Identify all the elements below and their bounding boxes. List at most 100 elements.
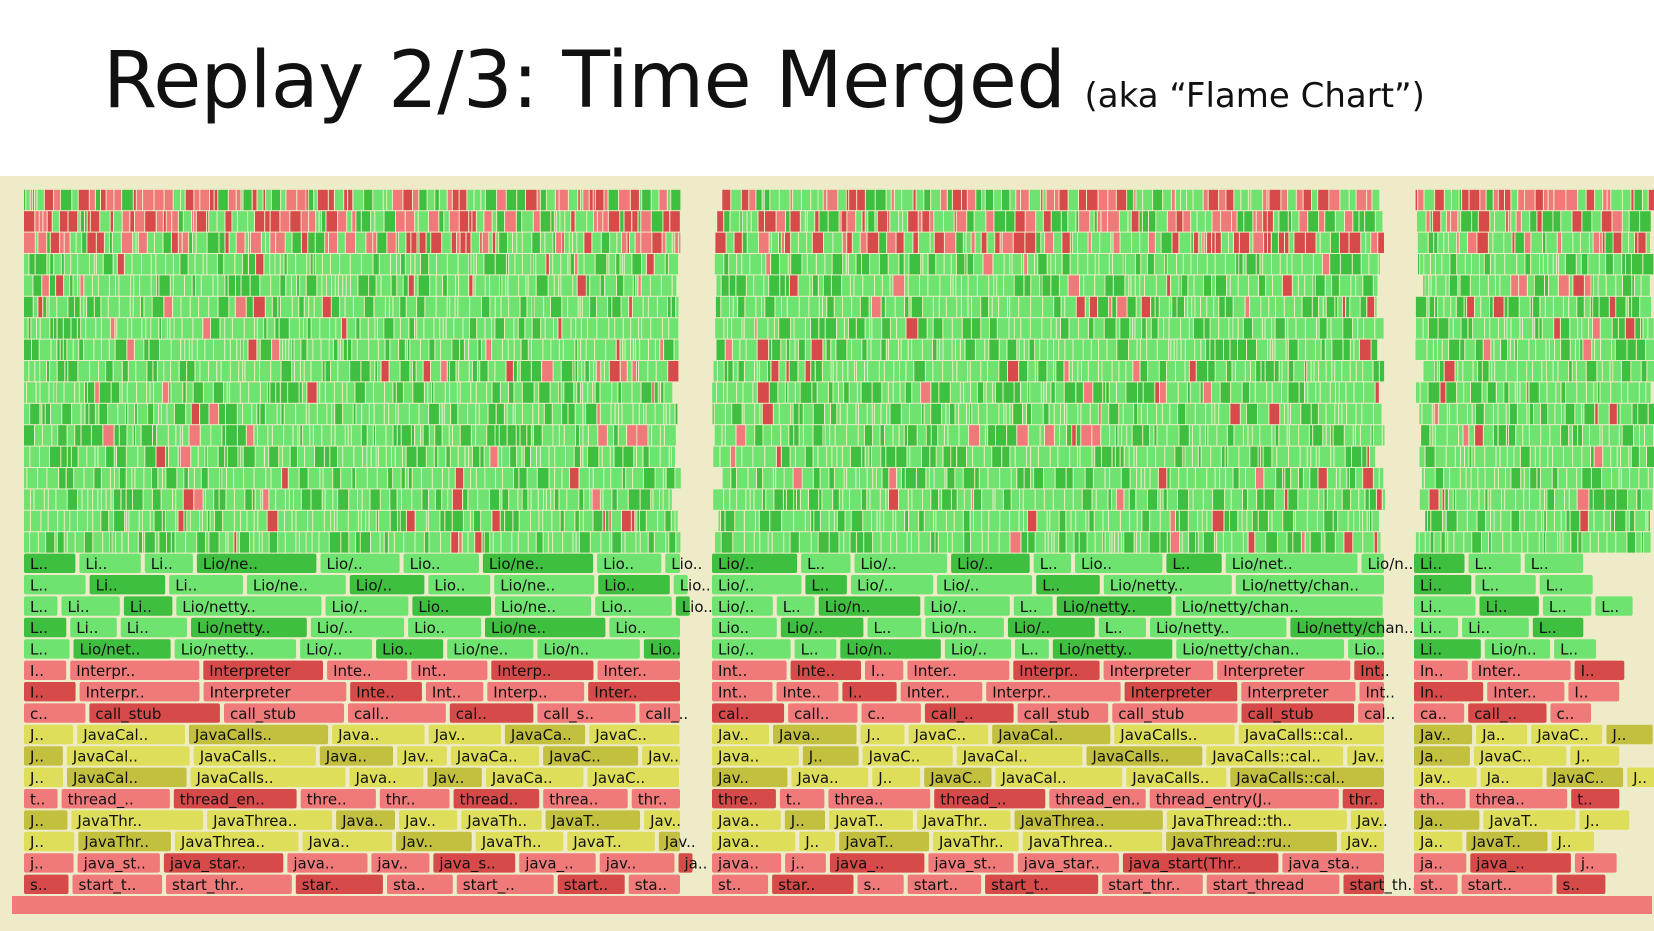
stack-frame[interactable] <box>1511 532 1522 553</box>
stack-frame[interactable] <box>280 275 286 296</box>
stack-frame[interactable] <box>1256 361 1261 382</box>
stack-frame[interactable] <box>1284 489 1288 510</box>
stack-frame[interactable] <box>1066 468 1073 489</box>
stack-frame[interactable] <box>890 211 899 232</box>
stack-frame[interactable] <box>442 425 449 446</box>
stack-frame[interactable] <box>827 446 832 467</box>
stack-frame[interactable] <box>1316 446 1319 467</box>
stack-frame[interactable] <box>73 339 79 360</box>
stack-frame[interactable] <box>860 232 867 253</box>
stack-frame[interactable] <box>923 254 928 275</box>
stack-frame[interactable] <box>1183 254 1191 275</box>
stack-frame[interactable] <box>428 575 491 595</box>
stack-frame[interactable] <box>531 446 536 467</box>
stack-frame[interactable] <box>1309 425 1313 446</box>
stack-frame[interactable] <box>474 254 476 275</box>
stack-frame[interactable] <box>496 468 503 489</box>
stack-frame[interactable] <box>94 254 96 275</box>
stack-frame[interactable] <box>748 468 757 489</box>
stack-frame[interactable] <box>1456 296 1464 318</box>
stack-frame[interactable] <box>163 853 284 873</box>
stack-frame[interactable] <box>1326 425 1331 446</box>
stack-frame[interactable] <box>264 254 270 275</box>
stack-frame[interactable] <box>289 489 293 510</box>
stack-frame[interactable] <box>1042 275 1051 296</box>
stack-frame[interactable] <box>389 361 400 382</box>
stack-frame[interactable] <box>1200 425 1206 446</box>
stack-frame[interactable] <box>846 254 848 275</box>
stack-frame[interactable] <box>1112 532 1115 553</box>
stack-frame[interactable] <box>55 532 57 553</box>
stack-frame[interactable] <box>632 382 641 403</box>
stack-frame[interactable] <box>330 318 336 339</box>
stack-frame[interactable] <box>636 275 638 296</box>
stack-frame[interactable] <box>320 318 330 339</box>
stack-frame[interactable] <box>1103 575 1232 595</box>
stack-frame[interactable] <box>1065 339 1073 360</box>
stack-frame[interactable] <box>909 254 921 275</box>
stack-frame[interactable] <box>517 232 522 253</box>
stack-frame[interactable] <box>1049 789 1146 809</box>
stack-frame[interactable] <box>174 639 297 659</box>
stack-frame[interactable] <box>1124 489 1129 510</box>
stack-frame[interactable] <box>352 211 356 232</box>
stack-frame[interactable] <box>394 532 404 553</box>
stack-frame[interactable] <box>1485 446 1496 467</box>
stack-frame[interactable] <box>662 318 669 339</box>
stack-frame[interactable] <box>638 275 641 296</box>
stack-frame[interactable] <box>118 403 125 425</box>
stack-frame[interactable] <box>373 425 375 446</box>
stack-frame[interactable] <box>32 189 34 211</box>
stack-frame[interactable] <box>818 275 823 296</box>
stack-frame[interactable] <box>472 211 476 232</box>
stack-frame[interactable] <box>1180 532 1182 553</box>
stack-frame[interactable] <box>650 275 661 296</box>
stack-frame[interactable] <box>40 446 49 467</box>
stack-frame[interactable] <box>813 468 820 489</box>
stack-frame[interactable] <box>338 446 343 467</box>
stack-frame[interactable] <box>100 211 110 232</box>
stack-frame[interactable] <box>1591 275 1593 296</box>
stack-frame[interactable] <box>476 425 487 446</box>
stack-frame[interactable] <box>1592 211 1601 232</box>
stack-frame[interactable] <box>1586 382 1594 403</box>
stack-frame[interactable] <box>655 468 663 489</box>
stack-frame[interactable] <box>1569 489 1577 510</box>
stack-frame[interactable] <box>1158 489 1160 510</box>
stack-frame[interactable] <box>576 425 579 446</box>
stack-frame[interactable] <box>1167 468 1170 489</box>
stack-frame[interactable] <box>438 446 446 467</box>
stack-frame[interactable] <box>563 532 573 553</box>
stack-frame[interactable] <box>319 532 329 553</box>
stack-frame[interactable] <box>1150 510 1160 532</box>
stack-frame[interactable] <box>1263 189 1267 211</box>
stack-frame[interactable] <box>403 189 412 211</box>
stack-frame[interactable] <box>1047 361 1054 382</box>
stack-frame[interactable] <box>1007 339 1017 360</box>
stack-frame[interactable] <box>429 425 435 446</box>
stack-frame[interactable] <box>1119 211 1128 232</box>
stack-frame[interactable] <box>963 232 966 253</box>
stack-frame[interactable] <box>574 382 577 403</box>
stack-frame[interactable] <box>931 489 938 510</box>
stack-frame[interactable] <box>317 382 320 403</box>
stack-frame[interactable] <box>865 660 904 680</box>
stack-frame[interactable] <box>1277 446 1288 467</box>
stack-frame[interactable] <box>1048 532 1052 553</box>
stack-frame[interactable] <box>1275 425 1279 446</box>
stack-frame[interactable] <box>1311 361 1314 382</box>
stack-frame[interactable] <box>1198 510 1202 532</box>
stack-frame[interactable] <box>1207 510 1212 532</box>
stack-frame[interactable] <box>712 639 791 659</box>
stack-frame[interactable] <box>865 361 867 382</box>
stack-frame[interactable] <box>459 275 469 296</box>
stack-frame[interactable] <box>811 510 814 532</box>
stack-frame[interactable] <box>955 403 959 425</box>
stack-frame[interactable] <box>1355 425 1360 446</box>
stack-frame[interactable] <box>940 339 943 360</box>
stack-frame[interactable] <box>210 318 220 339</box>
stack-frame[interactable] <box>301 489 311 510</box>
stack-frame[interactable] <box>309 211 316 232</box>
stack-frame[interactable] <box>77 318 81 339</box>
stack-frame[interactable] <box>1496 446 1500 467</box>
